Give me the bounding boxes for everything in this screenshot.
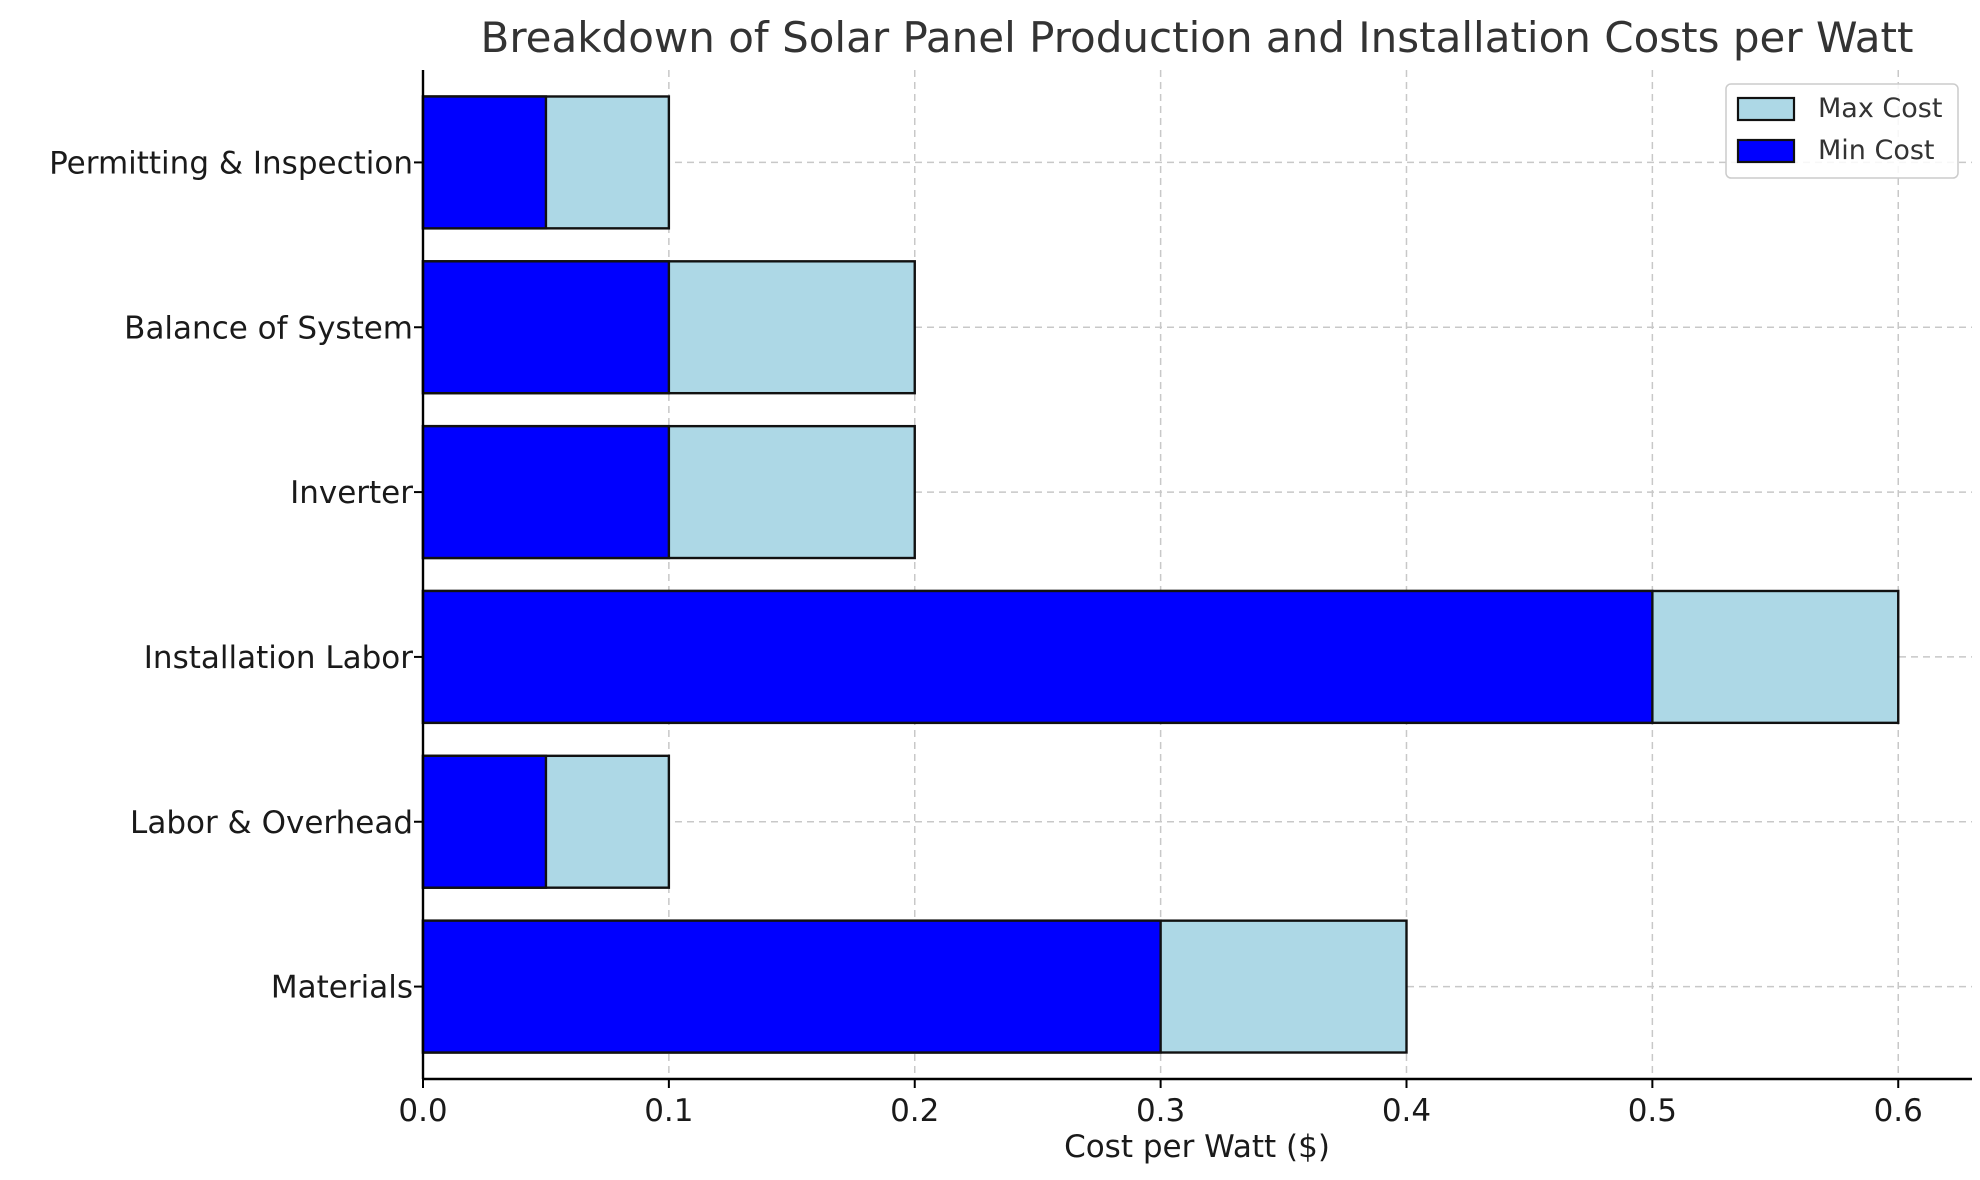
min-cost-bar xyxy=(421,919,1162,1054)
axes-layer xyxy=(421,70,1972,1081)
x-tick-label: 0.1 xyxy=(644,1093,693,1129)
chart-title: Breakdown of Solar Panel Production and … xyxy=(481,13,1914,62)
y-tick-label: Installation Labor xyxy=(144,640,413,676)
min-cost-bar xyxy=(421,95,548,230)
bars-layer xyxy=(421,95,1900,1054)
y-tick-label: Materials xyxy=(271,970,413,1006)
x-tick-label: 0.4 xyxy=(1382,1093,1431,1129)
legend-swatch-max-cost xyxy=(1736,96,1796,122)
y-tick-label: Labor & Overhead xyxy=(130,805,413,841)
min-cost-bar xyxy=(421,754,548,889)
legend: Max Cost Min Cost xyxy=(1725,83,1959,179)
legend-swatch-min-cost xyxy=(1736,138,1796,164)
min-cost-bar xyxy=(421,589,1654,725)
y-tick-label: Balance of System xyxy=(124,310,413,346)
legend-label-max-cost: Max Cost xyxy=(1818,93,1942,124)
x-tick-label: 0.5 xyxy=(1628,1093,1677,1129)
x-axis-label: Cost per Watt ($) xyxy=(1064,1129,1330,1165)
min-cost-bar xyxy=(421,260,671,395)
min-cost-bar xyxy=(421,424,671,560)
x-tick-label: 0.0 xyxy=(398,1093,447,1129)
legend-label-min-cost: Min Cost xyxy=(1818,135,1935,166)
x-tick-label: 0.3 xyxy=(1136,1093,1185,1129)
x-tick-label: 0.2 xyxy=(890,1093,939,1129)
ticks-layer: 0.0 0.1 0.2 0.3 0.4 0.5 0.6 Materials Labor & Ov… xyxy=(49,145,1923,1129)
y-tick-label: Permitting & Inspection xyxy=(49,145,413,181)
y-tick-label: Inverter xyxy=(290,475,413,511)
x-tick-label: 0.6 xyxy=(1874,1093,1923,1129)
